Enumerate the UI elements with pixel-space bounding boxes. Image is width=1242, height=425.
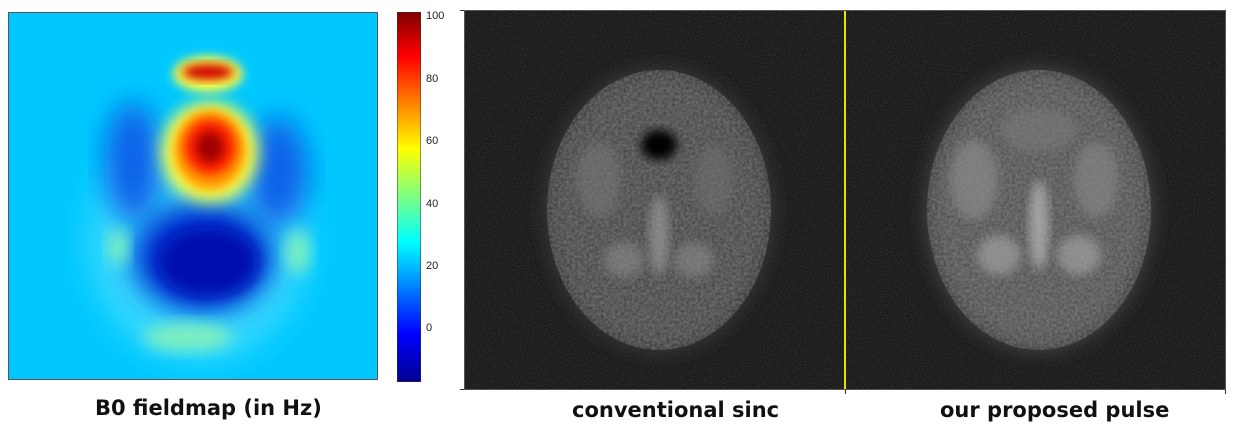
brain-right: [927, 70, 1151, 350]
brain-left: [547, 70, 771, 350]
fieldmap-image: [8, 12, 378, 380]
fieldmap-frame: [8, 12, 378, 380]
colorbar: [396, 11, 422, 383]
right-image-caption: our proposed pulse: [940, 398, 1170, 422]
colorbar-gradient: [396, 11, 422, 383]
fieldmap-panel: [8, 12, 378, 380]
colorbar-tick-100: 100: [426, 10, 445, 22]
axis-tick: [460, 389, 464, 390]
colorbar-tick-20: 20: [426, 260, 439, 272]
fieldmap-caption: B0 fieldmap (in Hz): [95, 396, 322, 420]
colorbar-tick-60: 60: [426, 135, 439, 147]
axis-tick: [1225, 390, 1226, 394]
colorbar-tick-0: 0: [426, 322, 433, 334]
left-image-caption: conventional sinc: [572, 398, 780, 422]
mri-panel: [464, 10, 1226, 390]
axis-tick: [460, 10, 464, 11]
mri-frame: [464, 10, 1226, 390]
image-divider: [844, 10, 846, 390]
axis-tick: [845, 390, 846, 394]
colorbar-tick-40: 40: [426, 198, 439, 210]
colorbar-tick-80: 80: [426, 73, 439, 85]
mri-images: [464, 10, 1226, 390]
